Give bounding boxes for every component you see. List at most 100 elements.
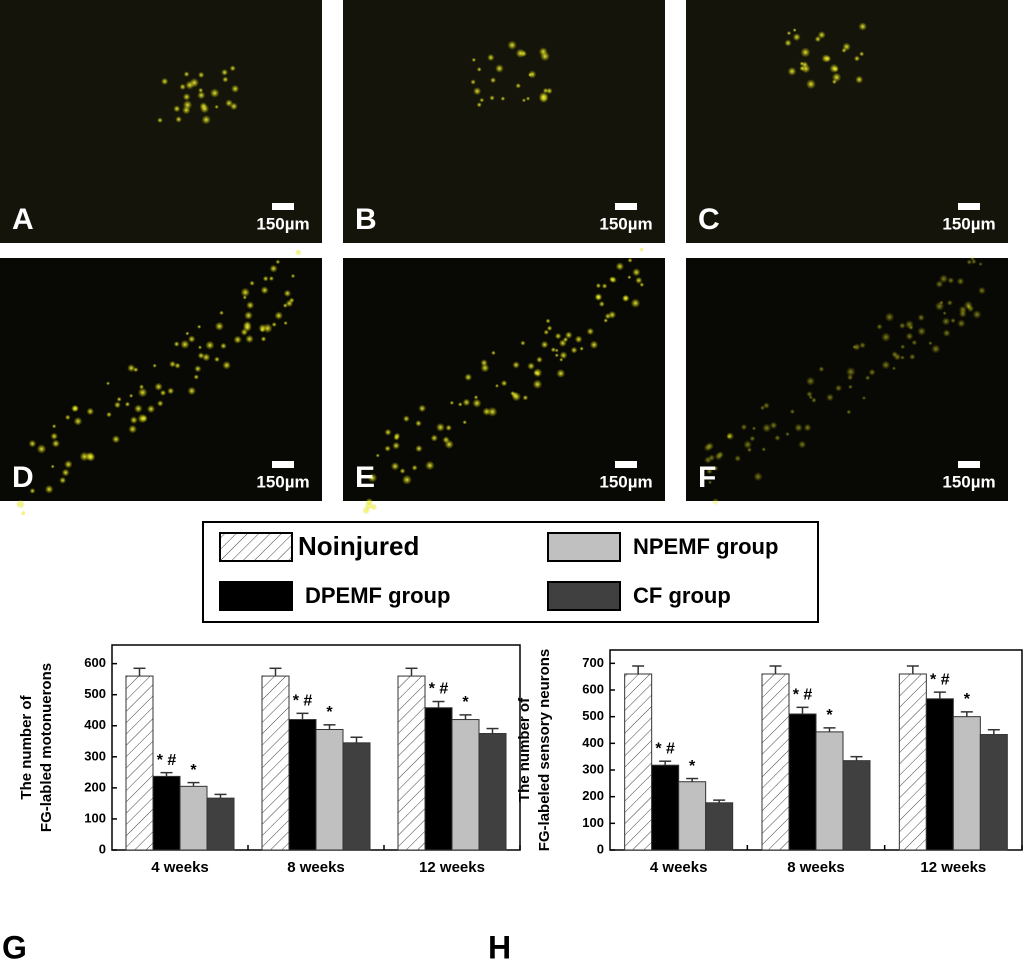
cell: [831, 79, 837, 85]
cell: [868, 368, 876, 376]
cell: [876, 323, 883, 330]
cell: [124, 401, 131, 407]
cell: [59, 476, 67, 484]
cell: [182, 100, 193, 110]
cell: [522, 394, 529, 401]
legend-swatch: [547, 532, 621, 562]
cell: [480, 363, 490, 373]
panel-label: D: [12, 461, 34, 494]
bar: [761, 673, 790, 851]
cell: [789, 409, 795, 415]
cell: [971, 258, 977, 265]
cell: [972, 310, 982, 319]
cell: [543, 329, 549, 335]
cell: [515, 82, 522, 89]
cell: [958, 309, 967, 318]
cell: [268, 275, 275, 282]
cell: [811, 397, 817, 403]
bar: [397, 675, 426, 851]
y-axis-label: FG-labeled sensory neurons: [536, 649, 553, 852]
cell: [393, 434, 400, 441]
bar: [261, 675, 290, 851]
cell: [734, 455, 742, 462]
cell: [240, 287, 251, 298]
y-tick-label: 300: [582, 761, 604, 776]
cell: [632, 268, 641, 277]
cell: [515, 48, 526, 59]
cell: [763, 402, 770, 409]
cell: [156, 400, 164, 407]
cell: [978, 262, 983, 267]
micrograph: [686, 0, 1008, 243]
cell: [956, 277, 965, 286]
scale-label: 150µm: [599, 472, 652, 491]
cell: [706, 468, 713, 475]
cell: [753, 471, 763, 482]
panel-label: E: [355, 461, 375, 494]
legend-swatch: [219, 581, 293, 611]
cell: [525, 96, 531, 101]
cell: [275, 259, 281, 265]
bar: [952, 716, 981, 851]
cell: [222, 360, 232, 370]
cell: [615, 262, 625, 271]
cell: [51, 424, 57, 429]
cell: [865, 375, 871, 381]
cell: [884, 312, 895, 322]
cell: [134, 404, 143, 413]
cell: [835, 384, 843, 392]
cell: [853, 55, 861, 62]
cell: [71, 404, 79, 413]
panel-label: B: [355, 203, 377, 236]
cell: [792, 33, 801, 42]
cell: [527, 362, 535, 371]
cell: [173, 105, 181, 113]
cell: [367, 473, 378, 483]
cell: [726, 432, 733, 440]
y-tick-label: 200: [582, 788, 604, 803]
cell: [801, 61, 809, 68]
cell: [598, 300, 605, 308]
cell: [554, 353, 559, 358]
scale-label: 150µm: [942, 214, 995, 233]
cell: [554, 348, 559, 353]
cell: [425, 460, 435, 471]
cell: [15, 499, 26, 509]
cell: [187, 335, 196, 343]
bar: [842, 760, 871, 851]
cell: [859, 51, 865, 57]
cell: [785, 431, 790, 437]
cell: [128, 393, 134, 398]
cell: [803, 423, 812, 432]
x-tick-label: 4 weeks: [151, 859, 209, 876]
cell: [392, 441, 401, 450]
cell: [86, 407, 95, 416]
cell: [470, 79, 476, 85]
cell: [594, 293, 603, 302]
cell: [743, 440, 753, 449]
y-tick-label: 400: [84, 717, 106, 732]
cell: [627, 257, 633, 263]
cell: [197, 91, 206, 100]
cell: [589, 340, 599, 350]
scale-bar: [615, 461, 637, 468]
cell: [826, 393, 834, 402]
cell: [222, 76, 229, 83]
bar: [125, 675, 154, 851]
cell: [50, 432, 59, 441]
cell: [473, 395, 479, 400]
cell: [494, 383, 500, 388]
cell: [711, 497, 720, 506]
significance-mark: * #: [930, 671, 950, 688]
cell: [947, 277, 955, 284]
cell: [536, 356, 543, 364]
cell: [167, 387, 175, 395]
cell: [175, 116, 183, 123]
y-tick-label: 100: [582, 815, 604, 830]
cell: [931, 344, 941, 354]
cell: [51, 439, 61, 448]
cell: [259, 327, 265, 333]
y-tick-label: 400: [582, 735, 604, 750]
cell: [586, 327, 595, 336]
cell: [384, 445, 391, 452]
